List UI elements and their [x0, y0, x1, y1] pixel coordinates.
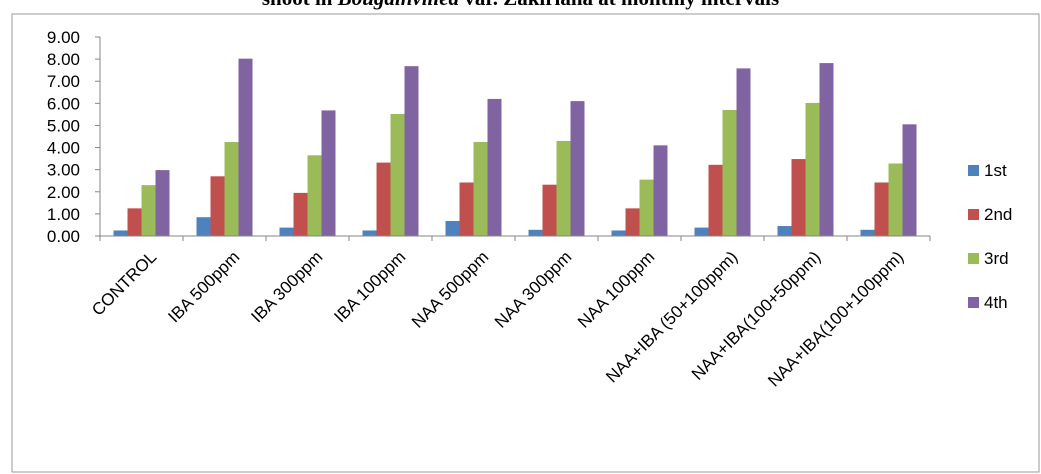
- bar-1st-5: [528, 229, 543, 236]
- legend-swatch-2nd: [968, 209, 979, 220]
- x-category-label: IBA 300ppm: [247, 247, 326, 326]
- legend-swatch-4th: [968, 297, 979, 308]
- bar-2nd-9: [874, 182, 889, 236]
- y-axis: 0.00 1.00 2.00 3.00 4.00 5.00 6.00 7.00 8.00 9.00: [47, 28, 100, 246]
- y-tick-label: 5.00: [47, 116, 80, 135]
- bar-2nd-0: [127, 208, 142, 236]
- bar-3rd-2: [307, 155, 322, 236]
- x-axis: CONTROL IBA 500ppm IBA 300ppm IBA 100ppmNAA…: [88, 247, 907, 390]
- bar-3rd-6: [639, 179, 654, 236]
- legend-label: 2nd: [984, 205, 1012, 224]
- y-tick-label: 1.00: [47, 205, 80, 224]
- bar-3rd-5: [556, 140, 571, 236]
- bar-4th-7: [736, 68, 751, 236]
- bar-4th-0: [155, 170, 170, 236]
- legend: 1st 2nd 3rd 4th: [968, 161, 1012, 312]
- legend-label: 3rd: [984, 249, 1009, 268]
- bar-4th-9: [902, 124, 917, 236]
- bar-3rd-3: [390, 113, 405, 236]
- y-tick-label: 7.00: [47, 72, 80, 91]
- bar-3rd-1: [224, 142, 239, 236]
- y-tick-label: 0.00: [47, 227, 80, 246]
- x-category-label: CONTROL: [88, 247, 160, 319]
- y-tick-label: 3.00: [47, 161, 80, 180]
- bar-2nd-4: [459, 182, 474, 236]
- x-category-label: NAA 300ppm: [491, 247, 575, 331]
- legend-swatch-1st: [968, 165, 979, 176]
- bar-3rd-7: [722, 109, 737, 236]
- bar-1st-1: [196, 217, 211, 236]
- bar-4th-8: [819, 63, 834, 236]
- bar-1st-8: [777, 226, 792, 236]
- bar-1st-3: [362, 230, 377, 236]
- bar-3rd-9: [888, 163, 903, 236]
- bar-1st-0: [113, 230, 128, 236]
- bar-3rd-8: [805, 102, 820, 236]
- legend-label: 1st: [984, 161, 1007, 180]
- bar-4th-3: [404, 66, 419, 236]
- y-tick-label: 6.00: [47, 94, 80, 113]
- chart-caption: shoot in Bougainvillea var. Zakiriana at…: [0, 0, 1041, 11]
- bar-2nd-8: [791, 159, 806, 236]
- x-category-label: IBA 100ppm: [330, 247, 409, 326]
- bar-1st-4: [445, 220, 460, 236]
- axes-lines: [99, 37, 931, 241]
- bar-3rd-0: [141, 185, 156, 236]
- bar-4th-6: [653, 145, 668, 236]
- bar-1st-6: [611, 230, 626, 236]
- caption-prefix: shoot in: [262, 0, 338, 10]
- bar-3rd-4: [473, 142, 488, 236]
- bar-2nd-2: [293, 192, 308, 236]
- x-category-label: NAA 100ppm: [574, 247, 658, 331]
- chart-frame: [11, 13, 1040, 473]
- bar-2nd-7: [708, 164, 723, 236]
- bar-1st-2: [279, 227, 294, 236]
- y-tick-label: 8.00: [47, 50, 80, 69]
- bar-2nd-6: [625, 208, 640, 236]
- x-category-label: NAA+IBA(100+100ppm): [764, 247, 907, 390]
- bar-4th-5: [570, 101, 585, 236]
- legend-swatch-3rd: [968, 253, 979, 264]
- bar-2nd-3: [376, 162, 391, 236]
- x-category-label: NAA 500ppm: [408, 247, 492, 331]
- bar-1st-7: [694, 227, 709, 236]
- caption-suffix: var. Zakiriana at monthly intervals: [459, 0, 779, 10]
- y-tick-label: 9.00: [47, 28, 80, 47]
- y-tick-label: 2.00: [47, 183, 80, 202]
- bar-4th-1: [238, 58, 253, 237]
- bars-layer: [113, 58, 917, 237]
- bar-4th-2: [321, 110, 336, 236]
- y-tick-label: 4.00: [47, 139, 80, 158]
- caption-italic: Bougainvillea: [338, 0, 459, 10]
- legend-label: 4th: [984, 293, 1008, 312]
- bar-1st-9: [860, 229, 875, 236]
- bar-2nd-5: [542, 184, 557, 236]
- bar-4th-4: [487, 98, 502, 237]
- x-category-label: IBA 500ppm: [164, 247, 243, 326]
- bar-2nd-1: [210, 176, 225, 236]
